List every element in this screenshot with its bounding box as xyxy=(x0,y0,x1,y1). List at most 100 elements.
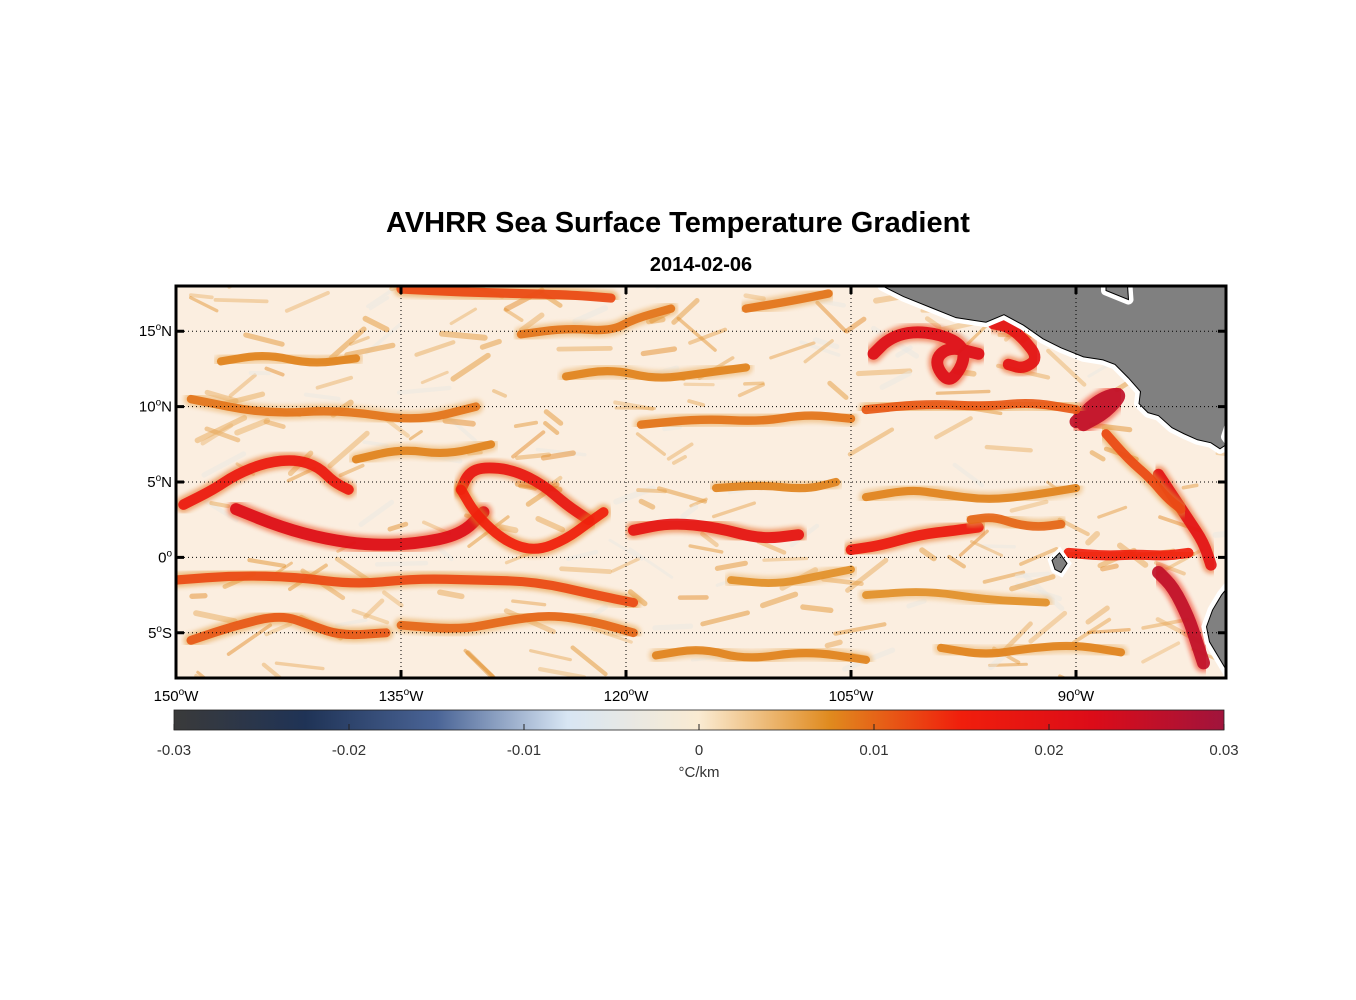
texture-streak xyxy=(680,504,699,520)
front-line xyxy=(351,440,496,464)
hemisphere-letter: N xyxy=(161,474,172,491)
texture-streak xyxy=(769,341,816,360)
texture-streak xyxy=(570,645,608,677)
texture-streak xyxy=(537,666,587,678)
front-line xyxy=(230,503,490,551)
texture-streak xyxy=(847,427,895,457)
texture-streak xyxy=(628,547,674,579)
texture-streak xyxy=(762,556,809,562)
texture-streak xyxy=(366,286,402,309)
texture-streak xyxy=(655,286,663,290)
texture-streak xyxy=(243,332,285,347)
texture-streak xyxy=(315,375,354,390)
texture-streak xyxy=(743,293,766,301)
texture-streak xyxy=(1009,574,1056,592)
texture-streak xyxy=(845,557,889,593)
texture-streak xyxy=(1009,499,1049,513)
front-line xyxy=(516,304,676,339)
hemisphere-letter: W xyxy=(859,688,874,705)
texture-streak xyxy=(335,618,368,628)
texture-streak xyxy=(611,557,641,573)
front-line xyxy=(456,484,609,554)
colorbar-tick-label: 0.03 xyxy=(1209,742,1238,759)
figure-subtitle: 2014-02-06 xyxy=(649,254,753,276)
texture-streak xyxy=(1141,641,1181,664)
degree-symbol: o xyxy=(404,687,410,698)
colorbar-tick-label: 0.01 xyxy=(859,742,888,759)
texture-streak xyxy=(879,370,912,390)
front-line xyxy=(186,612,391,645)
front-line xyxy=(216,351,361,367)
degree-symbol: o xyxy=(156,473,162,484)
texture-streak xyxy=(638,498,656,510)
texture-streak xyxy=(511,430,546,459)
texture-streak xyxy=(263,419,286,429)
degree-symbol: o xyxy=(166,548,172,559)
texture-streak xyxy=(800,604,834,614)
tick-number: 135 xyxy=(379,688,404,705)
texture-streak xyxy=(465,650,498,678)
lon-tick-label: 105oW xyxy=(829,687,875,705)
texture-streak xyxy=(226,623,273,656)
texture-streak xyxy=(982,570,1026,584)
texture-streak xyxy=(213,298,269,304)
texture-streak xyxy=(303,392,341,401)
texture-streak xyxy=(189,593,208,599)
texture-streak xyxy=(511,599,547,607)
colorbar-unit-label: °C/km xyxy=(678,764,720,781)
front-line xyxy=(936,641,1126,658)
front-line xyxy=(178,455,354,510)
texture-streak xyxy=(437,589,465,600)
texture-streak xyxy=(513,420,539,429)
texture-streak xyxy=(988,662,1028,667)
front-line xyxy=(636,411,856,429)
hemisphere-letter: N xyxy=(161,399,172,416)
figure-title: AVHRR Sea Surface Temperature Gradient xyxy=(386,207,970,239)
lon-tick-label: 135oW xyxy=(379,687,425,705)
texture-streak xyxy=(408,429,423,441)
tick-number: 5 xyxy=(147,474,155,491)
texture-streak xyxy=(351,608,390,625)
texture-streak xyxy=(919,547,937,562)
texture-streak xyxy=(479,338,502,350)
tick-number: 5 xyxy=(148,625,156,642)
texture-streak xyxy=(935,389,991,395)
texture-streak xyxy=(328,326,367,361)
texture-streak xyxy=(362,440,389,448)
texture-streak xyxy=(396,385,452,395)
texture-streak xyxy=(1022,573,1065,612)
colorbar-tick-label: -0.01 xyxy=(507,742,541,759)
hemisphere-letter: W xyxy=(634,688,649,705)
front-line xyxy=(651,646,871,664)
texture-streak xyxy=(1086,627,1131,635)
front-line xyxy=(861,483,1081,503)
texture-streak xyxy=(700,531,719,548)
texture-streak xyxy=(656,486,708,504)
colorbar-tick-label: -0.03 xyxy=(157,742,191,759)
front-line xyxy=(867,326,985,385)
texture-streak xyxy=(194,415,248,444)
degree-symbol: o xyxy=(156,624,162,635)
front-line xyxy=(396,286,616,303)
front-line xyxy=(561,363,751,382)
texture-streak xyxy=(589,604,608,619)
texture-streak xyxy=(189,293,214,300)
texture-streak xyxy=(540,450,576,461)
gradient-fronts xyxy=(176,286,1220,673)
texture-streak xyxy=(1071,617,1112,645)
texture-streak xyxy=(515,452,552,460)
texture-streak xyxy=(833,622,887,636)
texture-streak xyxy=(906,598,927,609)
texture-streak xyxy=(1085,605,1110,625)
texture-streak xyxy=(980,544,1016,549)
front-line xyxy=(455,462,594,526)
texture-streak xyxy=(635,432,666,456)
lat-tick-label: 0o xyxy=(158,548,172,566)
texture-streak xyxy=(201,451,247,478)
texture-streak xyxy=(1131,286,1138,289)
lat-tick-label: 10oN xyxy=(139,398,172,416)
texture-streak xyxy=(676,316,717,352)
texture-streak xyxy=(700,610,750,627)
texture-streak xyxy=(947,554,966,569)
